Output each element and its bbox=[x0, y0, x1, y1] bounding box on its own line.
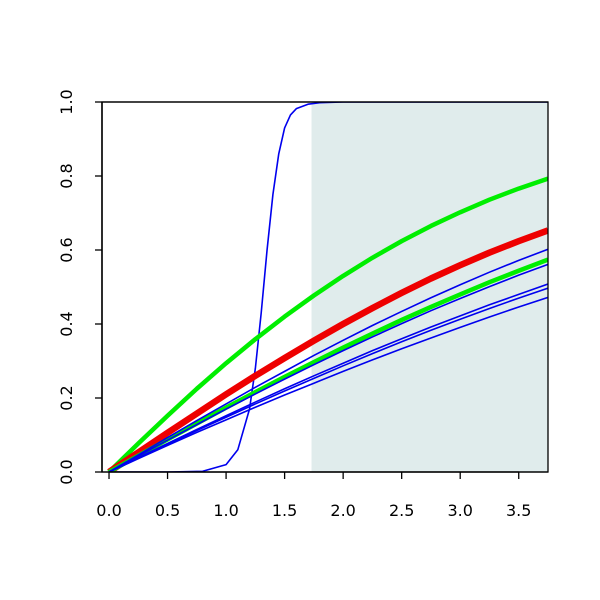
y-tick-label: 0.0 bbox=[57, 459, 76, 484]
series-line-7 bbox=[108, 283, 548, 472]
y-tick-label: 0.8 bbox=[57, 163, 76, 188]
y-tick-label: 0.4 bbox=[57, 311, 76, 336]
axes bbox=[101, 101, 549, 473]
series-line-9 bbox=[108, 296, 548, 472]
x-tick-label: 2.0 bbox=[330, 501, 355, 520]
x-tick-label: 1.5 bbox=[272, 501, 297, 520]
series-line-5 bbox=[108, 248, 548, 472]
x-axis-ticks: 0.0 0.5 1.0 1.5 2.0 2.5 3.0 3.5 bbox=[96, 472, 531, 520]
y-tick-label: 0.6 bbox=[57, 237, 76, 262]
x-tick-label: 0.0 bbox=[96, 501, 121, 520]
x-tick-label: 3.0 bbox=[447, 501, 472, 520]
series-line-4 bbox=[107, 257, 548, 472]
series-line-6 bbox=[108, 263, 548, 472]
series-line-1 bbox=[109, 102, 548, 472]
shaded-region-layer bbox=[311, 102, 548, 472]
x-tick-label: 2.5 bbox=[389, 501, 414, 520]
series-line-8 bbox=[108, 287, 548, 472]
series-line-2 bbox=[107, 176, 548, 472]
y-tick-label: 1.0 bbox=[57, 89, 76, 114]
series-layer bbox=[107, 102, 548, 472]
x-tick-label: 0.5 bbox=[155, 501, 180, 520]
y-tick-label: 0.2 bbox=[57, 385, 76, 410]
y-axis-ticks: 0.0 0.2 0.4 0.6 0.8 1.0 bbox=[57, 89, 102, 485]
shaded-region bbox=[311, 102, 548, 472]
x-tick-label: 1.0 bbox=[213, 501, 238, 520]
series-line-3 bbox=[107, 227, 548, 472]
x-tick-label: 3.5 bbox=[506, 501, 531, 520]
